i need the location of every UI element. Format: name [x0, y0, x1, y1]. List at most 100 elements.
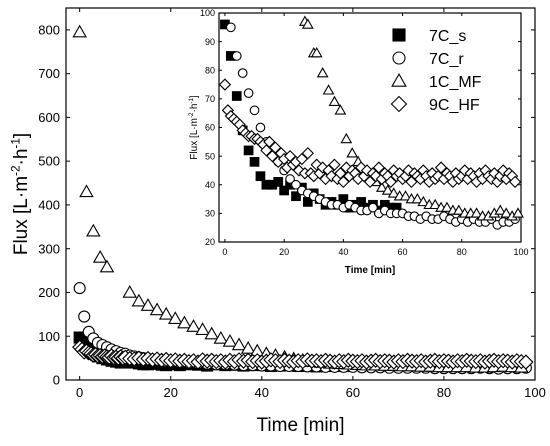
main-x-tick-label: 60 — [346, 385, 360, 400]
inset-point — [231, 91, 242, 101]
inset-x-tick-label: 20 — [279, 247, 289, 257]
legend-label: 7C_r — [429, 51, 464, 68]
inset-point — [291, 191, 301, 202]
main-point — [99, 259, 115, 273]
inset-point — [269, 141, 282, 154]
main-y-tick-label: 100 — [38, 329, 60, 344]
inset-point — [441, 201, 453, 212]
inset-point — [429, 198, 442, 210]
inset-y-tick-label: 30 — [205, 209, 215, 219]
inset-y-tick-label: 40 — [205, 180, 215, 190]
legend-label: 7C_s — [429, 28, 466, 45]
inset-y-tick-label: 20 — [205, 237, 215, 247]
main-point — [131, 293, 147, 307]
inset-point — [231, 51, 242, 61]
inset-point — [512, 207, 524, 218]
main-point — [122, 285, 138, 298]
inset-point — [249, 105, 260, 116]
inset-x-tick-label: 60 — [398, 247, 408, 257]
inset-point — [291, 179, 301, 190]
inset-point — [301, 18, 314, 29]
legend-marker — [391, 72, 407, 87]
inset-point — [295, 152, 309, 166]
main-y-tick-label: 500 — [38, 154, 60, 169]
main-x-tick-label: 0 — [76, 385, 83, 400]
main-x-tick-label: 20 — [163, 385, 177, 400]
main-y-tick-label: 600 — [38, 110, 60, 125]
inset-x-tick-label: 80 — [457, 247, 467, 257]
inset-y-tick-label: 100 — [200, 8, 215, 18]
main-point — [86, 223, 101, 237]
inset-point — [368, 202, 378, 213]
main-x-tick-label: 80 — [437, 385, 451, 400]
inset-point — [237, 68, 248, 78]
legend-label: 9C_HF — [429, 97, 480, 114]
main-point — [158, 306, 174, 320]
inset-point — [375, 181, 388, 192]
inset-y-tick-label: 60 — [205, 123, 215, 133]
main-frame — [65, 7, 536, 381]
inset-point — [249, 157, 260, 167]
main-point — [92, 250, 108, 263]
main-point — [518, 354, 534, 370]
inset-x-tick-label: 100 — [513, 247, 528, 257]
inset-point — [411, 193, 424, 204]
main-y-tick-label: 200 — [38, 285, 60, 300]
inset-point — [340, 132, 353, 144]
inset-point — [279, 185, 289, 196]
inset-point — [225, 22, 236, 33]
inset-point — [508, 175, 522, 189]
inset-point — [255, 171, 266, 182]
inset-point — [322, 84, 335, 95]
legend: 7C_s 7C_r 1C_MF 9C_HF — [390, 28, 482, 114]
inset-point — [273, 177, 284, 187]
inset-point — [384, 175, 397, 189]
main-point — [79, 184, 94, 198]
main-point — [204, 326, 219, 340]
inset-point — [372, 161, 386, 174]
legend-marker — [390, 95, 408, 113]
main-point — [222, 334, 238, 347]
inset-point — [417, 195, 430, 207]
main-x-tick-label: 100 — [524, 385, 546, 400]
main-point — [149, 302, 165, 316]
inset-point — [434, 161, 448, 174]
inset-point — [337, 175, 350, 189]
inset-point — [283, 149, 297, 163]
inset-plot: 0 20 40 60 80 100 20 30 40 50 60 70 80 90 100 Time [min… — [188, 8, 529, 276]
main-x-tick-label: 40 — [255, 385, 269, 400]
legend-label: 1C_MF — [429, 74, 482, 91]
main-point — [72, 24, 87, 38]
main-y-axis-label: Flux [L·m-2·h-1] — [9, 133, 32, 255]
main-y-tick-label: 0 — [53, 373, 60, 388]
main-plot: 0 20 40 60 80 1000100200300400500600700800Tim… — [9, 7, 546, 436]
inset-point — [381, 184, 394, 195]
main-point — [186, 319, 201, 332]
main-point — [73, 282, 86, 295]
inset-point — [255, 122, 266, 133]
inset-point — [301, 147, 314, 160]
main-x-axis-label: Time [min] — [257, 415, 345, 436]
inset-point — [470, 207, 483, 218]
inset-point — [346, 147, 359, 158]
inset-point — [243, 88, 254, 98]
inset-point — [316, 67, 329, 78]
main-point — [195, 322, 210, 335]
inset-point — [260, 144, 273, 157]
main-series-4 — [72, 339, 534, 370]
inset-x-tick-label: 40 — [338, 247, 348, 257]
inset-point — [310, 47, 323, 58]
main-point — [213, 330, 229, 344]
main-y-tick-label: 400 — [38, 197, 60, 212]
inset-point — [363, 175, 377, 189]
inset-y-tick-label: 80 — [205, 65, 215, 75]
inset-point — [334, 104, 347, 115]
inset-x-axis-label: Time [min] — [345, 265, 395, 276]
main-point — [177, 315, 192, 329]
inset-series-3 — [298, 15, 524, 221]
inset-y-tick-label: 70 — [205, 94, 215, 104]
inset-point — [328, 95, 341, 106]
legend-marker — [392, 51, 406, 65]
inset-point — [387, 187, 400, 198]
